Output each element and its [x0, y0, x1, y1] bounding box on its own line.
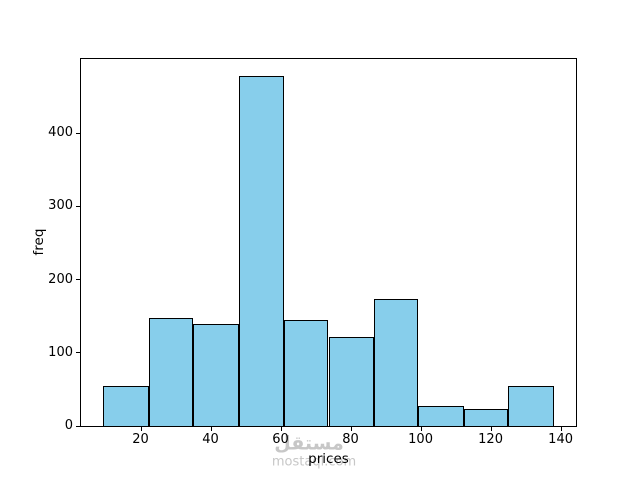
y-axis-tick-label: 300: [48, 198, 73, 214]
x-axis-tick-label: 60: [272, 432, 289, 447]
x-axis-tick-mark: [350, 426, 352, 431]
histogram-bar: [328, 336, 374, 426]
histogram-bar: [463, 409, 509, 426]
x-axis-tick-label: 80: [342, 432, 359, 447]
histogram-bar: [373, 299, 419, 426]
plot-area: prices 20 40 60 80 100 120 140 0 100 200 300 400: [48, 57, 577, 467]
x-axis-tick-mark: [210, 426, 212, 431]
y-axis-tick-label: 200: [48, 271, 73, 287]
x-axis-tick-label: 140: [548, 432, 574, 447]
y-axis-tick-mark: [76, 205, 81, 207]
y-axis-tick-mark: [76, 352, 81, 354]
y-axis-tick-mark: [76, 132, 81, 134]
x-axis-tick-mark: [140, 426, 142, 431]
histogram-bar: [193, 323, 239, 426]
histogram-bar: [148, 317, 194, 426]
x-axis-tick-label: 40: [202, 432, 219, 447]
x-axis-tick-label: 100: [408, 432, 433, 447]
y-axis-tick-label: 0: [64, 418, 73, 433]
x-axis-tick-label: 20: [132, 432, 149, 447]
x-axis-label: prices: [308, 451, 349, 467]
x-axis-tick-mark: [280, 426, 282, 431]
x-axis-tick-mark: [490, 426, 492, 431]
y-axis-tick-mark: [76, 425, 81, 427]
y-axis-tick-label: 400: [48, 125, 73, 141]
y-axis-tick-mark: [76, 279, 81, 281]
histogram-bar: [508, 385, 554, 426]
histogram-bar: [238, 76, 284, 426]
x-axis-tick-mark: [560, 426, 562, 431]
x-axis-tick-label: 120: [478, 432, 503, 447]
histogram-bar: [418, 406, 464, 426]
x-axis-tick-mark: [420, 426, 422, 431]
y-axis-label: freq: [31, 228, 47, 256]
histogram-bar: [283, 319, 329, 426]
histogram-bar: [103, 385, 149, 426]
y-axis-tick-label: 100: [48, 344, 73, 360]
